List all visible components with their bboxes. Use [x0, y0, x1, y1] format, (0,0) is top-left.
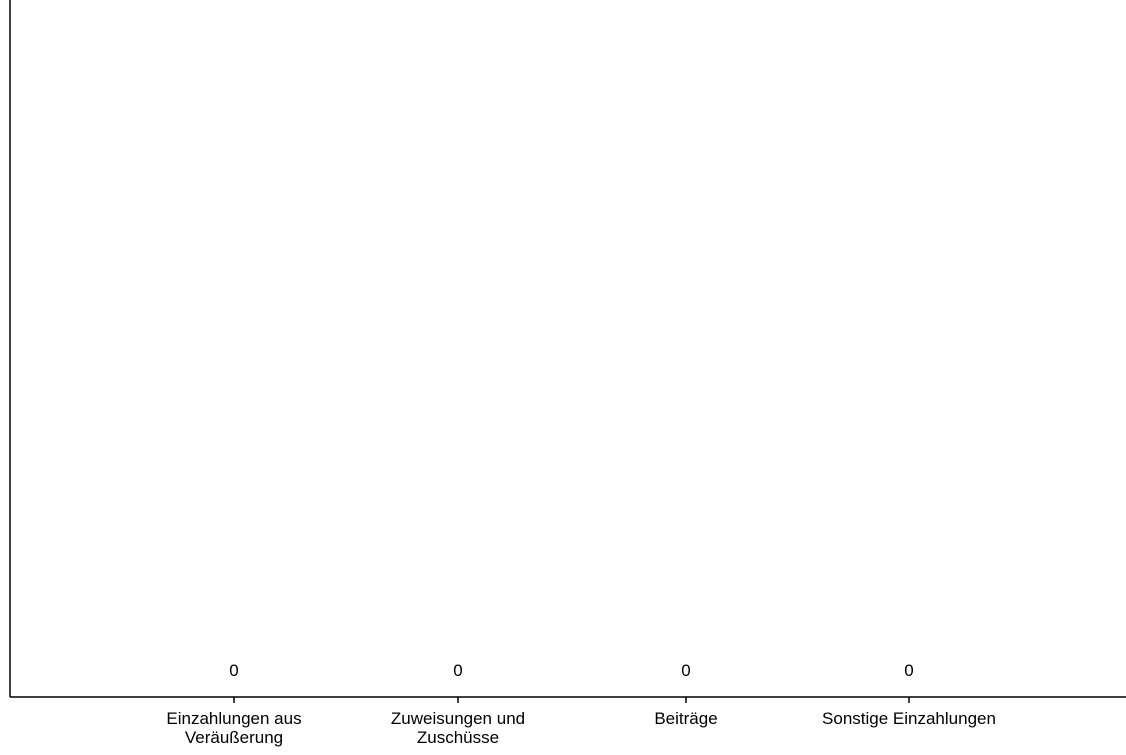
x-tick-label: Einzahlungen aus Veräußerung	[166, 709, 302, 747]
x-tick-label: Zuweisungen und Zuschüsse	[390, 709, 526, 747]
x-tick-label: Beiträge	[654, 709, 718, 728]
x-tick-label: Sonstige Einzahlungen	[822, 709, 996, 728]
data-label: 0	[453, 661, 463, 680]
data-label: 0	[229, 661, 239, 680]
data-label: 0	[681, 661, 691, 680]
data-label: 0	[904, 661, 914, 680]
x-axis-ticks	[233, 697, 910, 703]
